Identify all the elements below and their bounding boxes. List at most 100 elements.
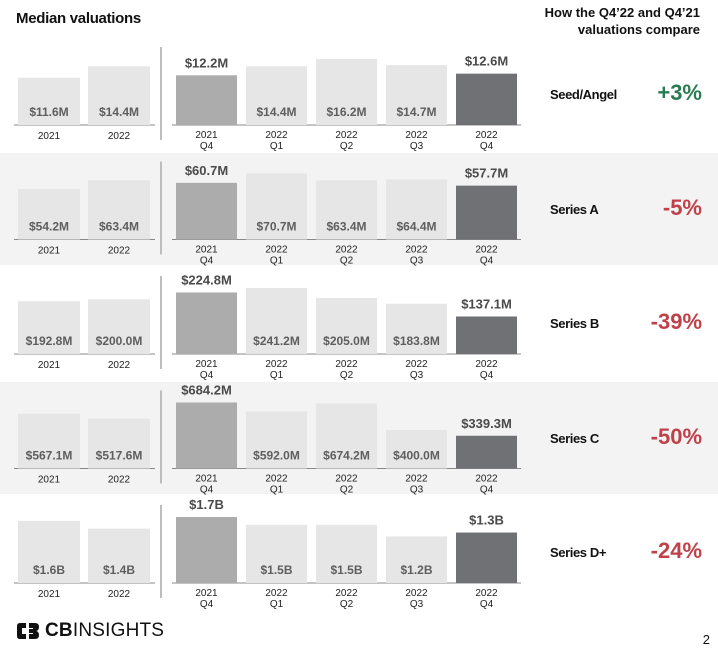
quarter-bar-label: $592.0M <box>253 449 300 463</box>
quarter-tick-year: 2022 <box>265 588 288 599</box>
quarter-tick-year: 2021 <box>195 359 218 370</box>
quarter-bar-label: $70.7M <box>256 220 296 234</box>
annual-bar-label: $192.8M <box>26 334 73 348</box>
quarter-bar <box>386 303 447 354</box>
annual-tick-label: 2021 <box>38 246 61 257</box>
quarter-tick-quarter: Q2 <box>340 141 354 152</box>
quarter-bar-label: $1.3B <box>469 513 504 528</box>
quarter-bar <box>386 536 447 583</box>
quarter-bar <box>176 517 237 583</box>
quarter-tick-quarter: Q3 <box>410 141 424 152</box>
quarter-bar <box>316 59 377 125</box>
quarter-tick-quarter: Q4 <box>480 370 494 381</box>
valuations-chart: $11.6M2021$14.4M2022$12.2M2021Q4$14.4M20… <box>14 47 521 610</box>
quarter-bar <box>316 403 377 469</box>
annual-tick-label: 2022 <box>108 360 131 371</box>
change-percent: +3% <box>657 80 702 105</box>
quarter-tick-year: 2022 <box>475 474 498 485</box>
quarter-bar-label: $1.2B <box>400 563 432 577</box>
quarter-tick-year: 2021 <box>195 245 218 256</box>
quarter-tick-year: 2022 <box>475 359 498 370</box>
quarter-tick-year: 2022 <box>265 130 288 141</box>
quarter-tick-year: 2022 <box>335 588 358 599</box>
quarter-tick-quarter: Q2 <box>340 256 354 267</box>
quarter-bar-label: $16.2M <box>326 105 366 119</box>
quarter-tick-year: 2022 <box>475 245 498 256</box>
quarter-tick-year: 2022 <box>475 588 498 599</box>
annual-tick-label: 2022 <box>108 475 131 486</box>
quarter-tick-year: 2021 <box>195 474 218 485</box>
annual-tick-label: 2022 <box>108 131 131 142</box>
logo-text-bold: CB <box>45 620 73 641</box>
annual-bar <box>88 66 150 125</box>
quarter-tick-year: 2022 <box>335 130 358 141</box>
annual-bar <box>18 188 80 240</box>
annual-bar-label: $200.0M <box>96 334 143 348</box>
quarter-bar <box>176 75 237 125</box>
quarter-bar <box>386 179 447 240</box>
quarter-bar-label: $60.7M <box>185 163 228 178</box>
stage-name: Series D+ <box>550 545 607 560</box>
stage-name: Seed/Angel <box>550 87 617 102</box>
quarter-bar-label: $339.3M <box>461 416 512 431</box>
quarter-tick-quarter: Q2 <box>340 599 354 610</box>
quarter-tick-quarter: Q3 <box>410 370 424 381</box>
quarter-tick-quarter: Q4 <box>200 141 214 152</box>
quarter-bar <box>176 402 237 469</box>
quarter-bar-label: $1.7B <box>189 497 224 512</box>
annual-tick-label: 2021 <box>38 131 61 142</box>
quarter-bar-label: $1.5B <box>260 563 292 577</box>
quarter-bar-label: $674.2M <box>323 449 370 463</box>
quarter-bar-label: $241.2M <box>253 334 300 348</box>
quarter-tick-quarter: Q2 <box>340 370 354 381</box>
quarter-tick-quarter: Q1 <box>270 370 284 381</box>
quarter-tick-quarter: Q4 <box>480 141 494 152</box>
stage-name: Series B <box>550 316 599 331</box>
quarter-bar-label: $183.8M <box>393 334 440 348</box>
quarter-bar-label: $400.0M <box>393 449 440 463</box>
quarter-tick-year: 2021 <box>195 588 218 599</box>
quarter-tick-quarter: Q2 <box>340 485 354 496</box>
quarter-tick-year: 2022 <box>405 130 428 141</box>
quarter-tick-quarter: Q4 <box>200 599 214 610</box>
annual-bar-label: $1.6B <box>33 563 65 577</box>
quarter-bar <box>456 532 517 583</box>
annual-bar-label: $63.4M <box>99 220 139 234</box>
quarter-bar <box>246 288 307 354</box>
change-percent: -24% <box>650 538 702 563</box>
quarter-tick-quarter: Q1 <box>270 485 284 496</box>
quarter-bar <box>316 180 377 240</box>
page-title: Median valuations <box>16 10 141 27</box>
annual-bar-label: $567.1M <box>26 449 73 463</box>
quarter-tick-year: 2022 <box>335 245 358 256</box>
logo-text-regular: INSIGHTS <box>72 620 165 641</box>
quarter-tick-year: 2022 <box>335 474 358 485</box>
quarter-bar <box>386 429 447 469</box>
annual-bar <box>18 77 80 125</box>
annual-tick-label: 2021 <box>38 475 61 486</box>
quarter-bar <box>246 411 307 469</box>
quarter-bar-label: $205.0M <box>323 334 370 348</box>
quarter-bar <box>246 173 307 240</box>
cb-insights-logo: CB INSIGHTS <box>16 620 164 642</box>
quarter-bar <box>246 524 307 583</box>
quarter-tick-quarter: Q3 <box>410 485 424 496</box>
annual-bar-label: $517.6M <box>96 449 143 463</box>
quarter-bar-label: $57.7M <box>465 166 508 181</box>
page-number: 2 <box>702 632 710 647</box>
quarter-tick-quarter: Q4 <box>480 256 494 267</box>
quarter-bar-label: $14.4M <box>256 105 296 119</box>
quarter-bar <box>316 297 377 354</box>
quarter-tick-year: 2022 <box>405 245 428 256</box>
quarter-tick-year: 2022 <box>405 474 428 485</box>
annual-bar <box>18 520 80 583</box>
quarter-bar-label: $137.1M <box>461 296 512 311</box>
annual-bar-label: $11.6M <box>29 105 68 119</box>
quarter-tick-year: 2022 <box>405 359 428 370</box>
annual-bar <box>18 413 80 469</box>
quarter-bar <box>176 292 237 354</box>
quarter-tick-year: 2022 <box>265 359 288 370</box>
quarter-tick-year: 2022 <box>335 359 358 370</box>
quarter-bar <box>386 65 447 125</box>
change-percent: -39% <box>650 309 702 334</box>
